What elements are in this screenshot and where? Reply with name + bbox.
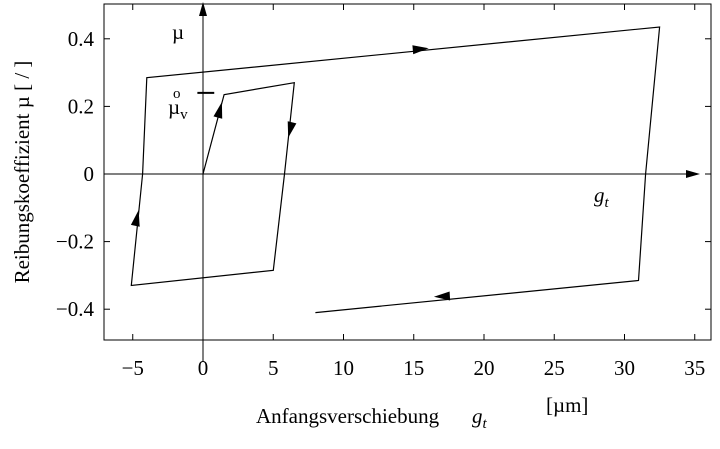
x-axis-title-symbol: gt <box>472 404 488 432</box>
mu-axis-arrowhead <box>199 2 207 16</box>
direction-arrowhead <box>287 121 297 138</box>
direction-arrowhead <box>433 291 451 301</box>
direction-arrowhead <box>412 45 429 55</box>
direction-arrowhead <box>130 210 140 227</box>
y-tick-label: 0.4 <box>68 27 95 51</box>
axis-ticks <box>104 4 711 340</box>
x-tick-label: −5 <box>122 356 144 380</box>
x-axis-title: Anfangsverschiebung <box>256 404 440 428</box>
gt-axis-arrowhead <box>686 170 700 178</box>
plot-frame <box>103 3 712 341</box>
mu-v-circle: o <box>173 86 181 102</box>
gt-axis-label: gt <box>594 183 610 211</box>
y-axis-title: Reibungskoeffizient µ [ / ] <box>10 61 34 284</box>
direction-arrowhead <box>213 102 223 119</box>
x-tick-label: 25 <box>544 356 565 380</box>
y-tick-label: −0.4 <box>56 297 95 321</box>
x-tick-label: 30 <box>614 356 635 380</box>
x-axis-unit: [µm] <box>546 393 588 417</box>
mu-v-label: µv <box>168 95 188 123</box>
y-tick-label: −0.2 <box>56 230 94 254</box>
y-tick-label: 0.2 <box>68 94 94 118</box>
friction-curve <box>130 26 661 314</box>
x-tick-label: 0 <box>198 356 209 380</box>
y-tick-label: 0 <box>84 162 95 186</box>
y-tick-labels: 0.4 0.2 0 −0.2 −0.4 <box>56 27 95 321</box>
x-tick-labels: −5 0 5 10 15 20 25 30 35 <box>122 356 706 380</box>
x-tick-label: 15 <box>403 356 424 380</box>
x-tick-label: 20 <box>474 356 495 380</box>
mu-axis-label: µ <box>172 20 184 44</box>
x-tick-label: 35 <box>684 356 705 380</box>
direction-arrows <box>130 45 451 301</box>
x-tick-label: 10 <box>333 356 354 380</box>
x-tick-label: 5 <box>268 356 279 380</box>
